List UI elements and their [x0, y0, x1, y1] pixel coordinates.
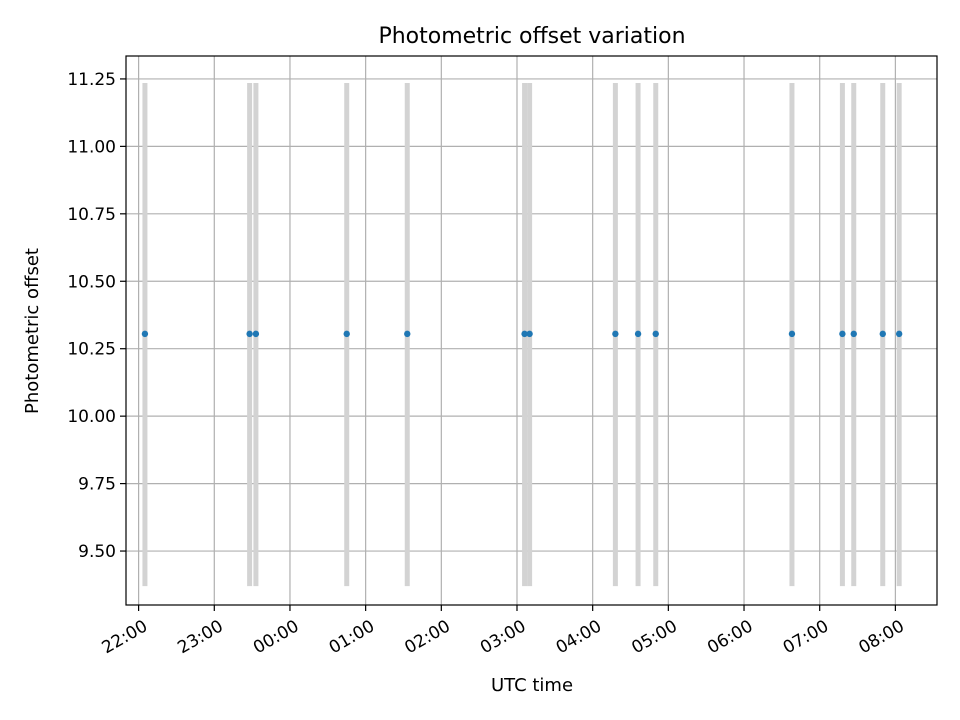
y-tick-label: 10.75	[67, 205, 116, 225]
data-point	[141, 330, 149, 338]
data-point	[895, 330, 903, 338]
data-points	[141, 330, 903, 338]
data-point	[343, 330, 350, 338]
data-point	[612, 330, 619, 338]
data-point	[404, 330, 411, 338]
data-point	[526, 330, 533, 338]
data-point	[879, 330, 886, 338]
y-tick-label: 9.50	[78, 542, 116, 562]
plot-area-frame	[125, 55, 938, 606]
data-point	[850, 330, 857, 338]
data-point	[521, 330, 528, 338]
y-tick-label: 11.25	[67, 70, 116, 90]
data-point	[252, 330, 260, 338]
y-axis-label: Photometric offset	[22, 248, 43, 414]
chart-title: Photometric offset variation	[378, 24, 685, 49]
data-point	[839, 330, 846, 338]
data-point	[246, 330, 253, 338]
y-tick-label: 9.75	[78, 475, 116, 495]
y-tick-label: 11.00	[67, 137, 116, 157]
x-axis-label: UTC time	[491, 675, 573, 696]
y-tick-label: 10.25	[67, 340, 116, 360]
y-axis-ticks: 9.50 9.75 10.00 10.25 10.50 10.75 11.00 11.25	[67, 70, 126, 562]
data-point	[788, 330, 796, 338]
y-tick-label: 10.50	[67, 272, 116, 292]
data-point	[652, 330, 659, 338]
y-tick-label: 10.00	[67, 407, 116, 427]
data-point	[634, 330, 642, 338]
